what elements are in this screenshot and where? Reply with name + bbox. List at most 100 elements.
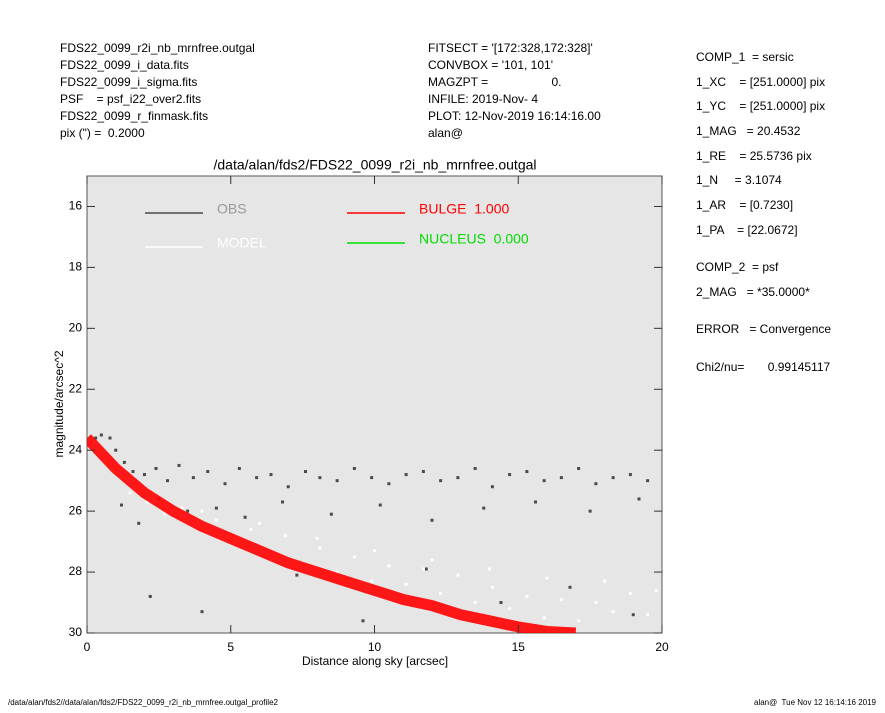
data-point	[525, 470, 529, 474]
fit-parameter: COMP_2 = psf	[696, 260, 779, 274]
data-point	[568, 585, 572, 589]
data-point	[637, 497, 641, 501]
data-point	[318, 546, 322, 550]
data-point	[373, 549, 376, 553]
data-point	[180, 506, 184, 510]
data-point	[542, 616, 546, 620]
data-point	[145, 500, 149, 504]
header-left-line: FDS22_0099_r2i_nb_mrnfree.outgal	[60, 41, 255, 55]
data-point	[577, 466, 581, 470]
data-point	[594, 601, 598, 605]
fit-parameter: 1_PA = [22.0672]	[696, 223, 798, 237]
data-point	[646, 479, 650, 483]
y-tick-label: 22	[69, 381, 83, 395]
data-point	[94, 436, 98, 440]
data-point	[223, 482, 227, 486]
data-point	[120, 503, 123, 507]
legend-label: BULGE 1.000	[419, 201, 509, 217]
data-point	[335, 570, 339, 574]
data-point	[439, 591, 443, 595]
data-point	[200, 509, 204, 513]
x-tick-label: 20	[655, 640, 669, 654]
data-point	[559, 476, 563, 480]
data-point	[488, 567, 491, 571]
data-point	[588, 509, 592, 513]
data-point	[237, 466, 241, 470]
data-point	[525, 594, 529, 598]
data-point	[249, 527, 253, 531]
header-left-line: pix (") = 0.2000	[60, 126, 145, 140]
header-middle-line: MAGZPT = 0.	[428, 75, 561, 89]
header-middle-line: PLOT: 12-Nov-2019 16:14:16.00	[428, 109, 601, 123]
header-middle-line: FITSECT = '[172:328,172:328]'	[428, 41, 593, 55]
fit-parameter: Chi2/nu= 0.99145117	[696, 360, 831, 374]
data-point	[329, 512, 333, 516]
data-point	[137, 521, 141, 525]
fit-parameter: 1_XC = [251.0000] pix	[696, 75, 825, 89]
legend-label: OBS	[217, 201, 247, 217]
data-point	[559, 597, 563, 601]
data-point	[335, 479, 339, 483]
data-point	[439, 479, 443, 483]
legend-label: MODEL	[217, 235, 267, 251]
data-point	[534, 500, 537, 504]
data-point	[430, 518, 434, 522]
header-left-line: FDS22_0099_r_finmask.fits	[60, 109, 208, 123]
y-tick-label: 18	[69, 260, 83, 274]
plot-area	[86, 175, 663, 634]
data-point	[646, 613, 650, 617]
data-point	[430, 558, 434, 562]
x-tick-label: 5	[227, 640, 234, 654]
footer-left: /data/alan/fds2//data/alan/fds2/FDS22_00…	[8, 698, 279, 707]
data-point	[370, 579, 374, 583]
data-point	[304, 470, 307, 474]
data-point	[281, 500, 284, 504]
data-point	[154, 466, 158, 470]
y-tick-label: 20	[69, 321, 83, 335]
data-point	[186, 509, 190, 513]
header-left-line: FDS22_0099_i_data.fits	[60, 58, 189, 72]
data-point	[603, 579, 606, 583]
legend-label: NUCLEUS 0.000	[419, 231, 529, 247]
data-point	[295, 573, 299, 577]
y-axis-label: magnitude/arcsec^2	[52, 350, 66, 457]
data-point	[206, 470, 210, 474]
fit-parameter: 1_YC = [251.0000] pix	[696, 99, 825, 113]
fit-parameter: 1_N = 3.1074	[696, 173, 782, 187]
data-point	[508, 607, 512, 611]
data-point	[456, 573, 460, 577]
x-tick-label: 10	[368, 640, 382, 654]
data-point	[283, 534, 287, 538]
data-point	[114, 448, 118, 452]
data-point	[191, 476, 195, 480]
header-left-line: FDS22_0099_i_sigma.fits	[60, 75, 197, 89]
data-point	[177, 463, 181, 467]
header-middle-line: CONVBOX = '101, 101'	[428, 58, 553, 72]
data-point	[361, 619, 365, 623]
data-point	[255, 476, 259, 480]
data-point	[131, 470, 135, 474]
data-point	[482, 506, 486, 510]
data-point	[269, 473, 273, 477]
data-point	[315, 537, 319, 541]
fit-parameter: 2_MAG = *35.0000*	[696, 285, 810, 299]
fit-parameter: 1_MAG = 20.4532	[696, 124, 801, 138]
data-point	[370, 476, 374, 480]
data-point	[499, 601, 503, 605]
data-point	[143, 473, 146, 477]
data-point	[108, 436, 112, 440]
data-point	[352, 466, 356, 470]
data-point	[421, 470, 425, 474]
data-point	[421, 567, 425, 571]
data-point	[456, 476, 460, 480]
data-point	[611, 610, 615, 614]
header-middle-line: INFILE: 2019-Nov- 4	[428, 92, 538, 106]
model-band	[87, 434, 577, 633]
footer-right: alan@ Tue Nov 12 16:14:16 2019	[754, 698, 877, 707]
data-point	[654, 588, 658, 592]
data-point	[404, 582, 408, 586]
fit-parameter: COMP_1 = sersic	[696, 50, 794, 64]
data-point	[545, 576, 549, 580]
data-point	[611, 476, 615, 480]
